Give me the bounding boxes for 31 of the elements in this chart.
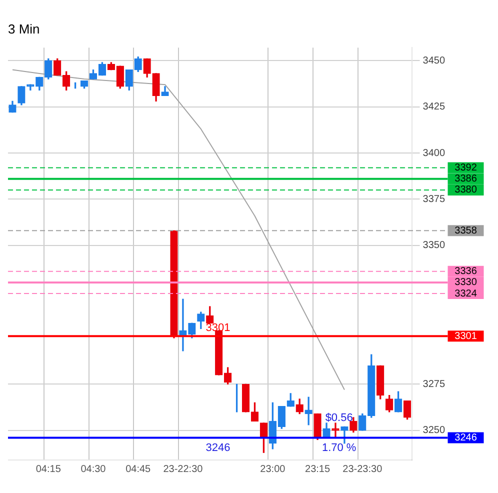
candlestick: [179, 298, 187, 352]
x-tick-label: 04:45: [126, 464, 152, 475]
x-tick-label: 23:15: [305, 464, 330, 475]
ref-line-label: 3392: [454, 162, 478, 174]
x-tick-label: 23:00: [260, 464, 286, 475]
y-tick-label: 3450: [422, 55, 446, 66]
candlestick: [304, 396, 312, 426]
ref-line-label: 3380: [454, 184, 478, 196]
ref-line-label: 3330: [454, 277, 478, 288]
candlestick: [332, 422, 340, 438]
y-tick-label: 3425: [422, 102, 446, 113]
x-tick-label: 04:15: [36, 464, 62, 475]
y-tick-label: 3375: [422, 194, 446, 205]
ref-line-label: 3386: [454, 174, 478, 185]
y-tick-label: 3275: [422, 378, 446, 390]
ref-line-label: 3324: [454, 288, 478, 300]
ref-line-label: 3358: [454, 225, 478, 236]
ref-line-label: 3246: [454, 432, 478, 444]
y-tick-label: 3400: [422, 148, 446, 159]
y-tick-label: 3250: [422, 425, 446, 436]
annotation: 3301: [206, 322, 230, 334]
y-tick-label: 3350: [422, 240, 446, 252]
x-tick-label: 23-23:30: [342, 464, 383, 475]
chart-title: 3 Min: [8, 21, 40, 36]
x-tick-label: 04:30: [80, 464, 106, 475]
ref-line-label: 3301: [454, 330, 478, 342]
x-tick-label: 23-22:30: [163, 464, 204, 475]
annotation: 1.70 %: [322, 442, 356, 454]
annotation: 3246: [206, 442, 230, 454]
annotation: $0.56: [325, 412, 353, 424]
ref-line-label: 3336: [454, 266, 478, 278]
